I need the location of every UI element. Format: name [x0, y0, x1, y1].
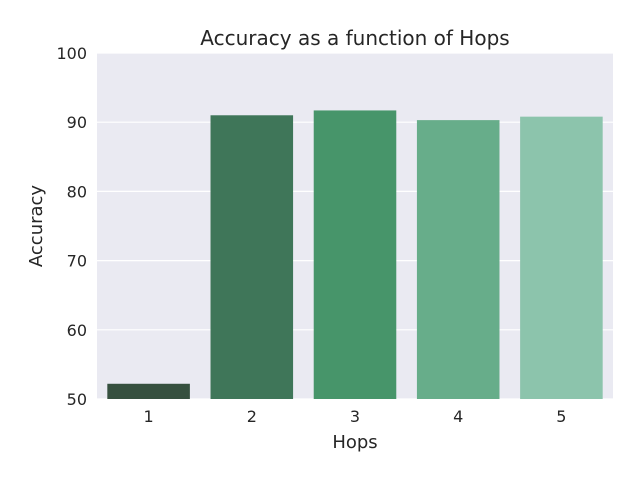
x-tick-labels: 1 2 3 4 5: [144, 407, 567, 426]
bar-hops-3: [313, 110, 397, 399]
x-axis-label: Hops: [332, 432, 377, 453]
bar-hops-1: [107, 383, 190, 399]
x-tick-label: 3: [350, 407, 360, 426]
x-tick-label: 4: [453, 407, 463, 426]
y-tick-labels: 50 60 70 80 90 100: [56, 44, 87, 409]
chart-title: Accuracy as a function of Hops: [200, 26, 509, 50]
bar-hops-2: [210, 115, 294, 399]
x-tick-label: 5: [556, 407, 566, 426]
x-tick-label: 1: [144, 407, 154, 426]
bar-hops-4: [416, 120, 500, 400]
bars: [107, 110, 603, 400]
x-tick-label: 2: [247, 407, 257, 426]
y-axis-label: Accuracy: [26, 185, 47, 268]
y-tick-label: 70: [67, 252, 87, 271]
y-tick-label: 50: [67, 390, 87, 409]
y-tick-label: 80: [67, 182, 87, 201]
y-tick-label: 60: [67, 321, 87, 340]
y-tick-label: 90: [67, 113, 87, 132]
y-tick-label: 100: [56, 44, 87, 63]
bar-hops-5: [520, 116, 603, 399]
